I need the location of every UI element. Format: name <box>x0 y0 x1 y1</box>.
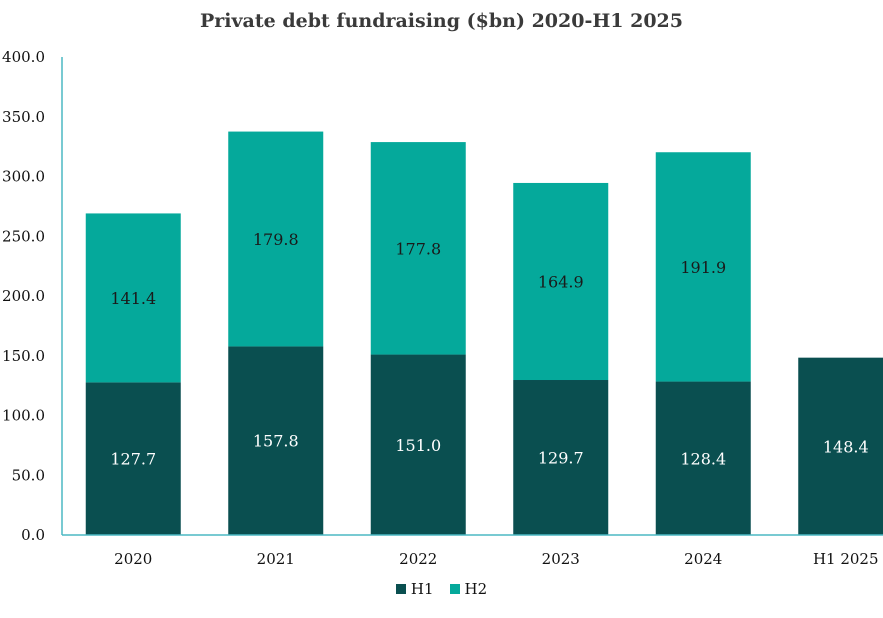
data-label-h2: 191.9 <box>680 258 726 277</box>
legend-label-h1: H1 <box>410 580 434 598</box>
bar-h1-2021 <box>228 346 324 535</box>
y-tick-label: 150.0 <box>2 347 45 365</box>
x-tick-label: H1 2025 <box>813 550 879 568</box>
bar-h2-2020 <box>85 213 181 383</box>
y-tick-label: 300.0 <box>2 168 45 186</box>
bar-h2-2022 <box>370 142 466 355</box>
y-tick-label: 100.0 <box>2 407 45 425</box>
x-tick-label: 2021 <box>257 550 295 568</box>
x-tick-label: 2023 <box>542 550 580 568</box>
data-label-h2: 179.8 <box>253 230 299 249</box>
x-tick-label: 2024 <box>684 550 722 568</box>
bar-h1-h1-2025 <box>798 357 883 535</box>
data-label-h1: 151.0 <box>395 436 441 455</box>
data-label-h1: 129.7 <box>538 449 584 468</box>
x-tick-label: 2020 <box>114 550 152 568</box>
legend-swatch-h2 <box>449 584 460 594</box>
chart-title: Private debt fundraising ($bn) 2020-H1 2… <box>200 10 683 32</box>
legend: H1 H2 <box>0 580 883 598</box>
y-tick-label: 250.0 <box>2 227 45 245</box>
bar-h1-2022 <box>370 354 466 535</box>
bar-h2-2024 <box>655 152 751 382</box>
y-tick-label: 0.0 <box>21 526 45 544</box>
data-label-h1: 148.4 <box>823 437 869 456</box>
y-tick-label: 200.0 <box>2 287 45 305</box>
y-tick-label: 350.0 <box>2 108 45 126</box>
bar-h1-2023 <box>513 380 609 535</box>
y-tick-label: 400.0 <box>2 48 45 66</box>
data-label-h1: 157.8 <box>253 432 299 451</box>
bar-h2-2023 <box>513 182 609 381</box>
y-tick-label: 50.0 <box>12 466 45 484</box>
bar-h1-2020 <box>85 382 181 535</box>
data-label-h1: 127.7 <box>110 450 156 469</box>
data-label-h2: 164.9 <box>538 272 584 291</box>
x-tick-label: 2022 <box>399 550 437 568</box>
data-label-h2: 141.4 <box>110 289 156 308</box>
data-label-h1: 128.4 <box>680 449 726 468</box>
legend-item-h1: H1 <box>395 580 434 598</box>
data-label-h2: 177.8 <box>395 239 441 258</box>
legend-swatch-h1 <box>395 584 406 594</box>
legend-label-h2: H2 <box>464 580 488 598</box>
bar-h1-2024 <box>655 381 751 535</box>
legend-item-h2: H2 <box>449 580 488 598</box>
bar-h2-2021 <box>228 131 324 347</box>
